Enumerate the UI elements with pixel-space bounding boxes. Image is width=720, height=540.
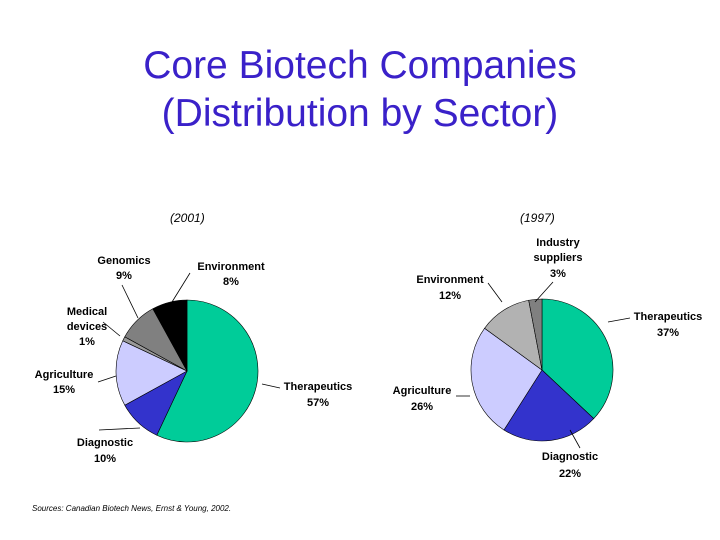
title-line-1: Core Biotech Companies	[143, 44, 577, 87]
pct-medical-devices-2001: 1%	[79, 336, 95, 348]
pct-agriculture-1997: 26%	[411, 401, 433, 413]
label-medical-devices-2001-l1: Medical	[67, 306, 107, 318]
label-environment-2001: Environment	[197, 261, 265, 273]
pie-2001	[115, 299, 259, 443]
pct-environment-2001: 8%	[223, 276, 239, 288]
label-genomics-2001: Genomics	[97, 255, 150, 267]
slice-environment-2001	[152, 299, 188, 372]
page-title: Core Biotech Companies (Distribution by …	[0, 42, 720, 138]
slice-therapeutics-1997	[541, 298, 614, 420]
pie-1997-labels: Industry suppliers 3% Environment 12% Th…	[393, 237, 703, 480]
pct-therapeutics-1997: 37%	[657, 327, 679, 339]
slice-industry-suppliers-1997	[528, 298, 543, 371]
label-industry-suppliers-1997-l1: Industry	[536, 237, 580, 249]
pct-industry-suppliers-1997: 3%	[550, 268, 566, 280]
label-environment-1997: Environment	[416, 274, 484, 286]
pie-1997-title: (1997)	[520, 211, 555, 225]
pct-agriculture-2001: 15%	[53, 384, 75, 396]
label-diagnostic-1997: Diagnostic	[542, 451, 598, 463]
title-line-2: (Distribution by Sector)	[161, 92, 559, 135]
slice-agriculture-2001	[115, 340, 188, 406]
pct-environment-1997: 12%	[439, 290, 461, 302]
slice-agriculture-1997	[470, 327, 543, 431]
label-medical-devices-2001-l2: devices	[67, 321, 107, 333]
label-diagnostic-2001: Diagnostic	[77, 437, 133, 449]
pct-diagnostic-1997: 22%	[559, 468, 581, 480]
pct-genomics-2001: 9%	[116, 270, 132, 282]
label-therapeutics-1997: Therapeutics	[634, 311, 702, 323]
slice-diagnostic-1997	[503, 369, 595, 442]
label-agriculture-1997: Agriculture	[393, 385, 452, 397]
pct-diagnostic-2001: 10%	[94, 453, 116, 465]
label-industry-suppliers-1997-l2: suppliers	[534, 252, 583, 264]
pie-2001-title: (2001)	[170, 211, 205, 225]
slice-therapeutics-2001	[156, 299, 259, 443]
pie-1997	[470, 298, 614, 442]
source-note: Sources: Canadian Biotech News, Ernst & …	[32, 504, 232, 513]
pct-therapeutics-2001: 57%	[307, 397, 329, 409]
label-agriculture-2001: Agriculture	[35, 369, 94, 381]
pie-2001-labels: Genomics 9% Environment 8% Medical devic…	[35, 255, 353, 465]
label-therapeutics-2001: Therapeutics	[284, 381, 352, 393]
